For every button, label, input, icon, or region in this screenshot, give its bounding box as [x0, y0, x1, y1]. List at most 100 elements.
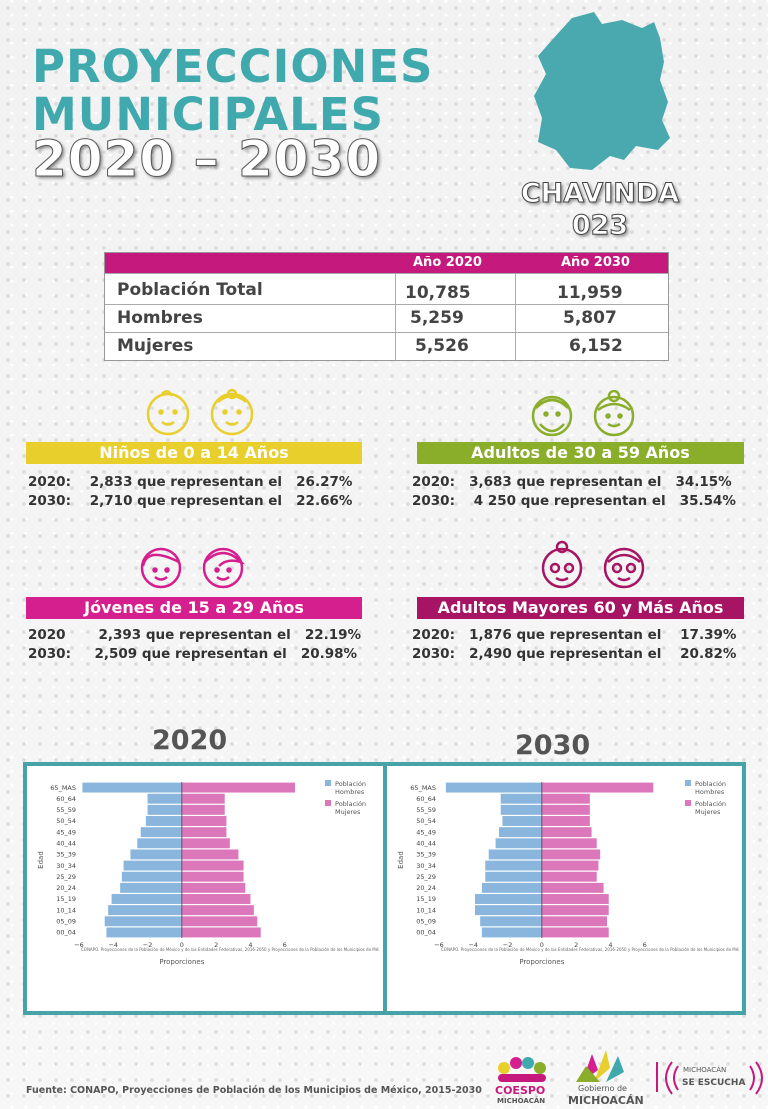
bar-hombres — [108, 905, 182, 916]
bar-hombres — [130, 849, 182, 860]
escucha-logo-text: MICHOACÁN — [683, 1066, 727, 1074]
chart-title-2020: 2020 — [152, 725, 228, 756]
value-2020: 5,259 — [410, 308, 464, 328]
bar-hombres — [106, 927, 182, 938]
y-axis-label: Edad — [37, 851, 45, 869]
elders-faces-icon — [541, 540, 645, 589]
bar-mujeres — [181, 871, 244, 882]
band-ninos: Niños de 0 a 14 Años — [26, 442, 362, 464]
bar-mujeres — [541, 916, 607, 927]
bar-hombres — [121, 871, 182, 882]
y-tick-label: 45_49 — [416, 828, 436, 836]
y-tick-label: 20_24 — [416, 884, 436, 892]
bar-mujeres — [541, 782, 654, 793]
bar-mujeres — [541, 827, 592, 838]
legend-swatch-hombres — [325, 780, 331, 786]
y-tick-label: 65_MAS — [50, 784, 76, 792]
row-label: Población Total — [117, 280, 263, 300]
bar-hombres — [500, 793, 542, 804]
y-tick-label: 05_09 — [416, 918, 436, 926]
legend-label-hombres-line2: Hombres — [335, 788, 365, 796]
children-faces-icon — [146, 388, 254, 436]
y-tick-label: 55_59 — [416, 806, 436, 814]
x-tick-label: 6 — [283, 941, 287, 949]
x-tick-label: 2 — [574, 941, 578, 949]
y-tick-label: 35_39 — [416, 851, 436, 859]
bar-hombres — [499, 827, 542, 838]
bar-mujeres — [181, 905, 254, 916]
coespo-logo — [498, 1057, 546, 1082]
y-tick-label: 15_19 — [416, 895, 436, 903]
bar-hombres — [488, 849, 542, 860]
stat-line: 2030: 2,509 que representan el 20.98% — [28, 646, 358, 662]
bar-hombres — [147, 804, 182, 815]
y-tick-label: 10_14 — [416, 906, 436, 914]
chart-divider — [383, 766, 387, 1011]
y-tick-label: 05_09 — [56, 918, 76, 926]
bar-hombres — [445, 782, 542, 793]
bar-mujeres — [541, 804, 590, 815]
chart-source-note: CONAPO. Proyecciones de la Población de … — [81, 947, 379, 952]
source-footer: Fuente: CONAPO, Proyecciones de Població… — [26, 1085, 482, 1096]
logo-divider — [656, 1062, 658, 1092]
value-2020: 10,785 — [405, 283, 471, 303]
y-tick-label: 60_64 — [416, 795, 436, 803]
bar-mujeres — [541, 838, 597, 849]
legend-swatch-hombres — [685, 780, 691, 786]
x-tick-label: 6 — [643, 941, 647, 949]
stat-line: 2030: 2,710 que representan el 22.66% — [28, 493, 353, 509]
legend-swatch-mujeres — [685, 800, 691, 806]
stat-line: 2020: 1,876 que representan el 17.39% — [412, 627, 737, 643]
x-tick-label: 4 — [248, 941, 252, 949]
bar-mujeres — [541, 882, 604, 893]
legend-label-mujeres-line2: Mujeres — [695, 808, 721, 816]
legend-label-hombres-line2: Hombres — [695, 788, 725, 796]
table-row: Hombres 5,259 5,807 — [105, 304, 668, 332]
bar-hombres — [485, 860, 542, 871]
y-tick-label: 30_34 — [416, 862, 436, 870]
y-tick-label: 40_44 — [416, 840, 436, 848]
bar-mujeres — [181, 894, 251, 904]
bar-hombres — [485, 871, 542, 882]
chart-title-2030: 2030 — [515, 730, 591, 761]
bar-mujeres — [181, 827, 227, 838]
value-2030: 5,807 — [563, 308, 617, 328]
bar-hombres — [147, 793, 182, 804]
y-tick-label: 45_49 — [56, 828, 76, 836]
row-label: Mujeres — [117, 336, 194, 356]
stat-line: 2020 2,393 que representan el 22.19% — [28, 627, 362, 643]
bar-hombres — [111, 894, 182, 904]
header-2030: Año 2030 — [561, 255, 630, 270]
y-tick-label: 20_24 — [56, 884, 76, 892]
y-tick-label: 35_39 — [56, 851, 76, 859]
legend-label-hombres-line1: Población — [335, 780, 366, 788]
x-axis-label: Proporciones — [159, 958, 204, 966]
bar-hombres — [475, 894, 542, 904]
bar-mujeres — [541, 849, 601, 860]
title-line-2: MUNICIPALES — [32, 88, 384, 141]
michoacan-se-escucha-logo — [665, 1061, 763, 1095]
bar-hombres — [481, 882, 542, 893]
y-tick-label: 15_19 — [56, 895, 76, 903]
y-tick-label: 50_54 — [56, 817, 76, 825]
bar-hombres — [120, 882, 182, 893]
gobierno-logo-text: Gobierno de — [578, 1084, 627, 1093]
bar-hombres — [495, 838, 542, 849]
table-row: Mujeres 5,526 6,152 — [105, 332, 668, 360]
legend-label-hombres-line1: Población — [695, 780, 726, 788]
header-2020: Año 2020 — [413, 255, 482, 270]
bar-mujeres — [181, 793, 225, 804]
bar-mujeres — [541, 871, 597, 882]
bar-hombres — [145, 816, 182, 826]
x-tick-label: −6 — [434, 941, 444, 949]
table-header: Año 2020 Año 2030 — [105, 253, 668, 273]
row-label: Hombres — [117, 308, 203, 328]
bar-mujeres — [181, 816, 227, 826]
y-tick-label: 25_29 — [56, 873, 76, 881]
legend-label-mujeres-line2: Mujeres — [335, 808, 361, 816]
bar-mujeres — [541, 927, 609, 938]
pyramid-chart-2030: 00_04 05_09 10_14 15_19 20_24 25_29 30_34 35_39… — [397, 780, 739, 966]
title-line-3: 2020 – 2030 — [31, 130, 382, 188]
municipality-name: CHAVINDA — [520, 178, 680, 210]
bar-mujeres — [181, 882, 246, 893]
